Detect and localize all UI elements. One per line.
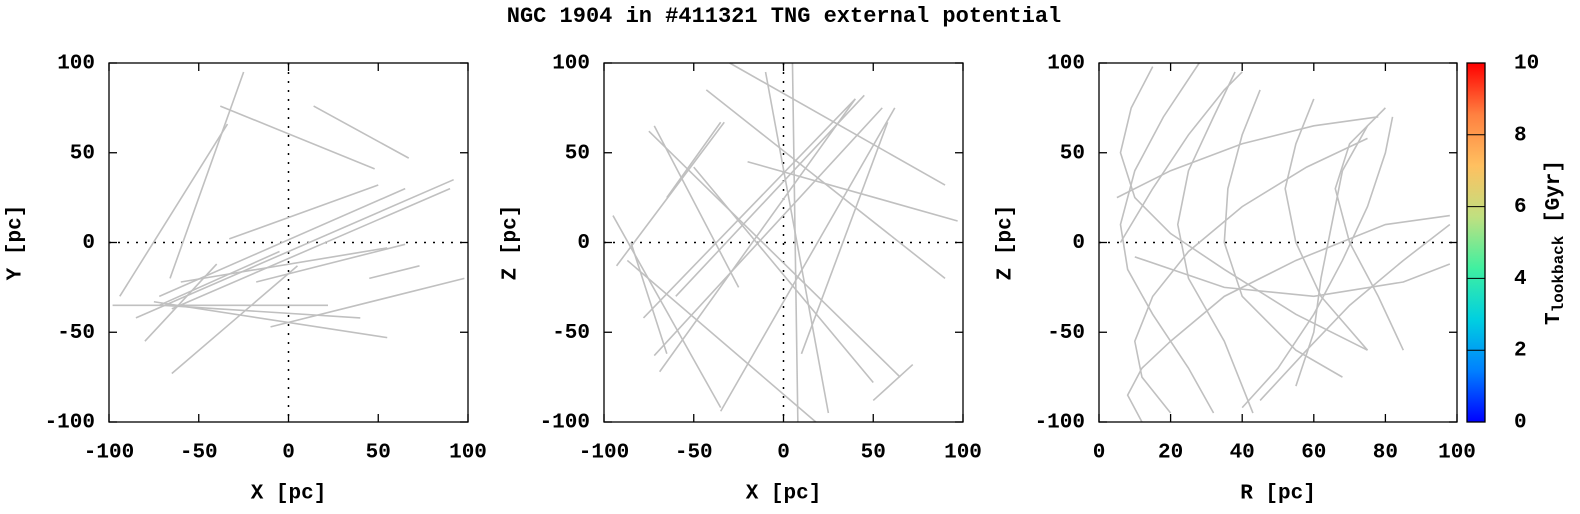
y-axis-label: Z [pc] — [500, 205, 523, 281]
trajectory — [800, 121, 889, 355]
trajectory — [615, 121, 725, 267]
x-tick-label: 100 — [449, 442, 487, 465]
trajectory — [169, 71, 245, 279]
trajectory — [1241, 116, 1394, 409]
trajectory — [693, 166, 874, 384]
y-tick-label: -100 — [45, 412, 95, 435]
colorbar-label-sub: lookback — [1550, 235, 1568, 312]
x-tick-label: 100 — [1438, 442, 1476, 465]
figure-title: NGC 1904 in #411321 TNG external potenti… — [507, 4, 1062, 29]
y-tick-label: 50 — [565, 142, 590, 165]
trajectory — [1119, 62, 1215, 414]
trajectory — [729, 62, 946, 186]
x-tick-label: 50 — [366, 442, 391, 465]
x-tick-label: 0 — [1093, 442, 1106, 465]
trajectory — [1334, 107, 1405, 351]
trajectory — [747, 160, 958, 222]
trajectory — [653, 125, 740, 288]
trajectory — [675, 94, 865, 297]
x-axis-label: R [pc] — [1240, 483, 1316, 506]
trajectory — [219, 105, 375, 170]
x-tick-label: -50 — [180, 442, 218, 465]
trajectory — [872, 363, 914, 402]
x-tick-label: 40 — [1230, 442, 1255, 465]
trajectory — [255, 243, 406, 283]
colorbar-tick-label: 2 — [1514, 340, 1527, 363]
y-tick-label: 0 — [1072, 232, 1085, 255]
x-tick-label: 80 — [1373, 442, 1398, 465]
trajectory — [313, 105, 410, 159]
trajectory — [369, 265, 420, 280]
trajectory — [1119, 66, 1368, 351]
trajectory — [1134, 256, 1451, 298]
colorbar-tick-label: 4 — [1514, 268, 1527, 291]
trajectory — [648, 130, 901, 378]
colorbar — [1466, 62, 1486, 423]
y-tick-label: 100 — [57, 53, 95, 76]
x-tick-label: -50 — [675, 442, 713, 465]
plot-frame — [108, 62, 469, 423]
colorbar-label: Tlookback [Gyr] — [1543, 160, 1569, 325]
y-axis-label: Z [pc] — [995, 205, 1018, 281]
trajectory — [630, 242, 668, 355]
y-tick-label: -50 — [57, 322, 95, 345]
x-axis-label: X [pc] — [746, 483, 822, 506]
trajectory — [642, 98, 856, 319]
trajectory — [1126, 214, 1450, 423]
trajectory — [1223, 89, 1343, 378]
trajectory — [153, 300, 388, 339]
colorbar-tick-label: 8 — [1514, 124, 1527, 147]
trajectory — [764, 71, 830, 414]
trajectory — [1116, 116, 1379, 199]
x-tick-label: 0 — [777, 442, 790, 465]
trajectory — [144, 263, 218, 342]
x-tick-label: 20 — [1158, 442, 1183, 465]
y-tick-label: -100 — [1035, 412, 1085, 435]
y-tick-label: 50 — [70, 142, 95, 165]
trajectory — [180, 247, 388, 283]
y-tick-label: -50 — [1047, 322, 1085, 345]
trajectory — [270, 277, 465, 328]
x-tick-label: 100 — [944, 442, 982, 465]
x-axis-label: X [pc] — [251, 483, 327, 506]
colorbar-tick-label: 0 — [1514, 412, 1527, 435]
trajectory — [135, 178, 454, 319]
y-tick-label: -100 — [540, 412, 590, 435]
trajectory — [171, 187, 451, 310]
trajectory — [658, 98, 856, 373]
trajectory — [1133, 137, 1368, 414]
y-tick-label: 0 — [577, 232, 590, 255]
trajectory — [158, 250, 280, 307]
x-tick-label: 0 — [282, 442, 295, 465]
y-tick-label: 50 — [1060, 142, 1085, 165]
trajectory — [626, 259, 817, 423]
trajectory — [119, 123, 229, 297]
x-tick-label: -100 — [579, 442, 629, 465]
colorbar-label-main: T — [1543, 312, 1566, 325]
colorbar-tick-label: 10 — [1514, 53, 1539, 76]
trajectory — [791, 62, 799, 423]
y-tick-label: 100 — [1047, 53, 1085, 76]
trajectory — [1176, 71, 1254, 414]
trajectory — [719, 107, 896, 412]
trajectory — [171, 265, 298, 375]
trajectory — [1284, 98, 1369, 351]
trajectory — [1119, 71, 1243, 243]
colorbar-tick-label: 6 — [1514, 196, 1527, 219]
colorbar-label-unit: [Gyr] — [1543, 160, 1566, 236]
trajectory — [228, 184, 379, 240]
x-tick-label: 60 — [1301, 442, 1326, 465]
x-tick-label: 50 — [861, 442, 886, 465]
x-tick-label: -100 — [84, 442, 134, 465]
trajectory — [1259, 223, 1451, 402]
trajectory — [612, 215, 722, 409]
y-axis-label: Y [pc] — [5, 205, 28, 281]
trajectory — [666, 121, 722, 199]
y-tick-label: 100 — [552, 53, 590, 76]
y-tick-label: 0 — [82, 232, 95, 255]
y-tick-label: -50 — [552, 322, 590, 345]
trajectory — [653, 107, 883, 357]
trajectory — [1295, 125, 1369, 387]
